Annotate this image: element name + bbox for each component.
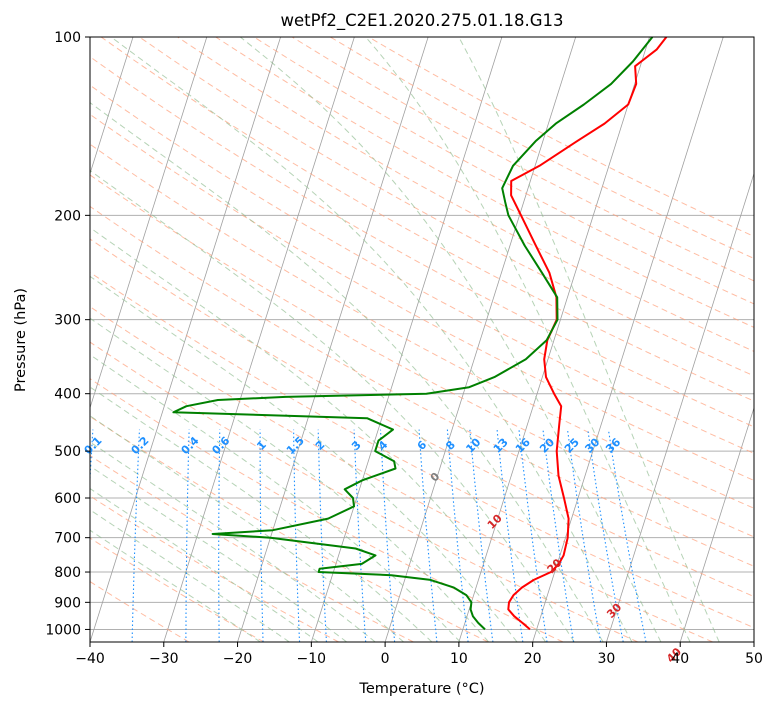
isotherm-line	[163, 37, 355, 642]
chart-title: wetPf2_C2E1.2020.275.01.18.G13	[280, 11, 563, 31]
dry-adiabat-line	[215, 37, 754, 328]
x-axis-label: Temperature (°C)	[358, 681, 484, 697]
isotherm-line	[237, 37, 429, 642]
isotherm-line	[90, 37, 281, 642]
profile-lines	[172, 37, 668, 631]
moist-adiabat-line	[365, 37, 691, 642]
y-axis-label: Pressure (hPa)	[13, 288, 29, 392]
x-tick-label: −20	[223, 651, 253, 667]
moist-adiabat-line	[90, 386, 433, 642]
mixing-ratio-line	[379, 429, 396, 642]
mixing-ratio-line	[317, 429, 327, 642]
y-tick-label: 600	[54, 491, 81, 507]
moist-adiabat-line	[90, 465, 347, 642]
dry-adiabat-line	[90, 174, 754, 538]
y-tick-label: 200	[54, 208, 81, 224]
dry-adiabat-line	[90, 537, 265, 642]
moist-adiabat-line	[90, 509, 290, 642]
isotherm-line	[384, 37, 577, 642]
mixing-ratio-line	[353, 429, 367, 642]
dewpoint-line	[172, 37, 654, 631]
y-tick-label: 100	[54, 30, 81, 46]
mixing-ratio-line	[542, 429, 575, 642]
background-lines	[90, 37, 754, 642]
dry-adiabat-line	[90, 113, 754, 482]
mixing-ratio-line	[518, 429, 548, 642]
dry-adiabat-line	[90, 143, 754, 509]
y-tick-label: 800	[54, 565, 81, 581]
mixing-ratio-line	[218, 429, 221, 642]
x-tick-label: −40	[75, 651, 105, 667]
dry-adiabat-line	[100, 37, 754, 402]
x-tick-label: 20	[524, 651, 542, 667]
mixing-ratio-line	[293, 429, 301, 642]
mixing-ratio-line	[131, 429, 141, 642]
x-tick-label: −10	[297, 651, 327, 667]
mixing-ratio-line	[418, 429, 438, 642]
isotherm-line	[679, 406, 754, 642]
moist-adiabat-line	[239, 37, 662, 642]
plot-frame	[89, 36, 755, 643]
mixing-ratio-line	[607, 429, 647, 642]
moist-adiabat-line	[90, 169, 575, 642]
moist-adiabat-line	[90, 227, 547, 642]
dry-adiabat-line	[90, 378, 564, 642]
x-tick-label: 30	[598, 651, 616, 667]
dry-adiabat-line	[90, 415, 489, 642]
moist-adiabat-line	[458, 37, 720, 642]
dry-adiabat-line	[90, 581, 190, 642]
moist-adiabat-line	[90, 275, 518, 642]
mixing-ratio-line	[566, 429, 602, 642]
y-tick-label: 300	[54, 313, 81, 329]
x-tick-label: −30	[149, 651, 179, 667]
dry-adiabat-line	[90, 271, 754, 629]
moist-adiabat-line	[90, 102, 604, 642]
mixing-ratio-line	[259, 429, 264, 642]
mixing-ratio-line	[185, 429, 190, 642]
moist-adiabat-line	[90, 317, 489, 642]
isotherm-line	[532, 37, 724, 642]
isotherm-line	[458, 37, 650, 642]
temperature-line	[507, 37, 668, 631]
mixing-ratio-line	[587, 429, 624, 642]
y-tick-label: 900	[54, 595, 81, 611]
y-tick-label: 700	[54, 531, 81, 547]
y-tick-label: 400	[54, 387, 81, 403]
isotherm-line	[90, 37, 134, 175]
x-tick-label: 50	[745, 651, 763, 667]
y-tick-label: 500	[54, 444, 81, 460]
moist-adiabat-line	[90, 487, 319, 642]
moist-adiabat-line	[90, 415, 404, 642]
dry-adiabat-line	[90, 56, 754, 428]
dry-adiabat-line	[90, 454, 414, 642]
isotherm-line	[90, 37, 208, 410]
y-tick-label: 1000	[45, 622, 81, 638]
mixing-ratio-line	[446, 429, 469, 642]
axes: −40 −30 −20 −10 0 10 20 30 40 50 100 200 300 400 500 60…	[45, 30, 763, 667]
x-tick-label: 10	[450, 651, 468, 667]
x-tick-label: 0	[381, 651, 390, 667]
x-tick-label: 40	[671, 651, 689, 667]
isotherm-line	[606, 172, 754, 642]
dry-adiabat-line	[90, 306, 713, 642]
